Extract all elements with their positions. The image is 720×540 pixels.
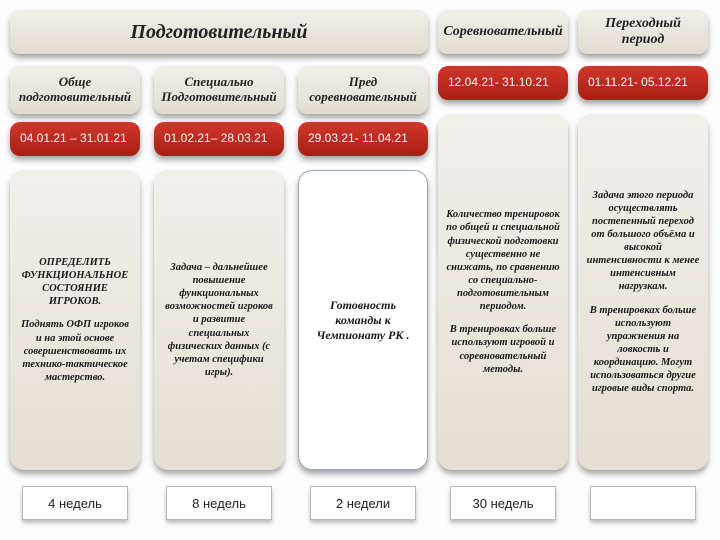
header-preparatory: Подготовительный	[10, 10, 428, 54]
date-col4: 12.04.21- 31.10.21	[438, 66, 568, 100]
header-competitive: Соревновательный	[438, 10, 568, 54]
week-col5	[590, 486, 696, 520]
date-col1: 04.01.21 – 31.01.21	[10, 122, 140, 156]
body-col5-p2: В тренировках больше используют упражнен…	[586, 304, 700, 396]
week-col1: 4 недель	[22, 486, 128, 520]
date-col3: 29.03.21- 11.04.21	[298, 122, 428, 156]
header-transition: Переходный период	[578, 10, 708, 54]
date-col5: 01.11.21- 05.12.21	[578, 66, 708, 100]
body-col1-p1: ОПРЕДЕЛИТЬ ФУНКЦИОНАЛЬНОЕ СОСТОЯНИЕ ИГРО…	[18, 256, 132, 309]
sub-special-prep: Специально Подготовительный	[154, 66, 284, 114]
body-col3: Готовность команды к Чемпионату РК .	[298, 170, 428, 470]
week-col3: 2 недели	[310, 486, 416, 520]
body-col2-p1: Задача – дальнейшее повышение функционал…	[162, 261, 276, 379]
body-col3-p1: Готовность команды к Чемпионату РК .	[307, 298, 419, 343]
body-col4: Количество тренировок по общей и специал…	[438, 114, 568, 470]
sub-precomp: Пред соревновательный	[298, 66, 428, 114]
body-col4-p2: В тренировках больше используют игровой …	[446, 323, 560, 376]
body-col1-p2: Поднять ОФП игроков и на этой основе сов…	[18, 318, 132, 384]
week-col4: 30 недель	[450, 486, 556, 520]
date-col2: 01.02.21– 28.03.21	[154, 122, 284, 156]
body-col4-p1: Количество тренировок по общей и специал…	[446, 208, 560, 313]
body-col2: Задача – дальнейшее повышение функционал…	[154, 170, 284, 470]
sub-general-prep: Обще подготовительный	[10, 66, 140, 114]
week-col2: 8 недель	[166, 486, 272, 520]
body-col1: ОПРЕДЕЛИТЬ ФУНКЦИОНАЛЬНОЕ СОСТОЯНИЕ ИГРО…	[10, 170, 140, 470]
body-col5-p1: Задача этого периода осуществлять постеп…	[586, 189, 700, 294]
body-col5: Задача этого периода осуществлять постеп…	[578, 114, 708, 470]
